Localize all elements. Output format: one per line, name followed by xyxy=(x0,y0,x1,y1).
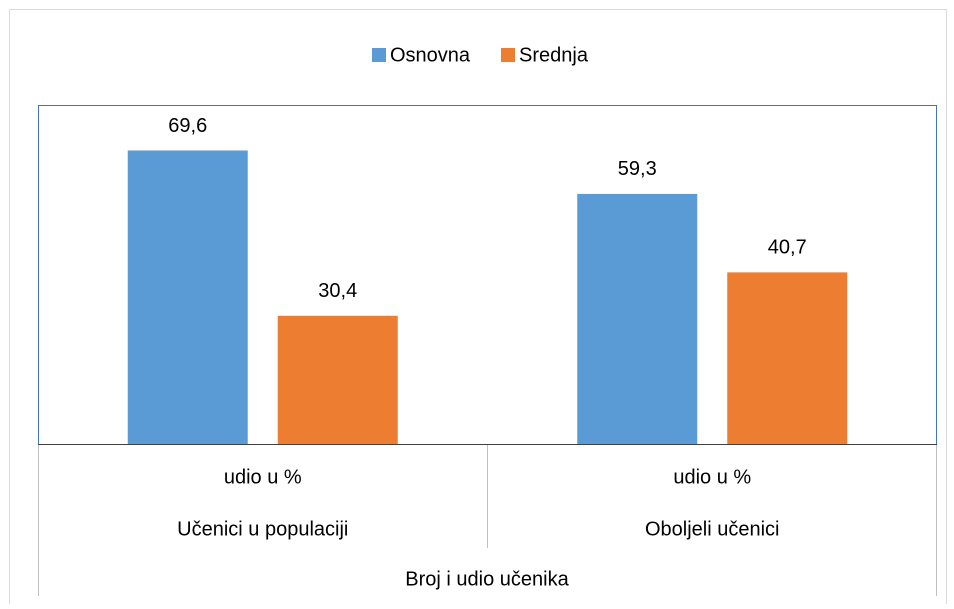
data-label: 59,3 xyxy=(618,158,657,180)
legend-swatch xyxy=(501,48,515,62)
x-tick-label: udio u % xyxy=(224,466,302,488)
x-tick-label: udio u % xyxy=(673,466,751,488)
bar xyxy=(127,150,248,444)
data-label: 40,7 xyxy=(768,237,807,259)
bar xyxy=(577,193,698,444)
legend-swatch xyxy=(372,48,386,62)
data-label: 69,6 xyxy=(168,115,207,137)
data-label: 30,4 xyxy=(318,280,357,302)
legend-label: Srednja xyxy=(519,44,589,66)
bar xyxy=(727,272,848,444)
group-label: Učenici u populaciji xyxy=(177,518,348,540)
bar xyxy=(277,315,398,444)
x-axis-title: Broj i udio učenika xyxy=(405,568,569,590)
group-label: Oboljeli učenici xyxy=(645,518,780,540)
legend-label: Osnovna xyxy=(390,44,471,66)
